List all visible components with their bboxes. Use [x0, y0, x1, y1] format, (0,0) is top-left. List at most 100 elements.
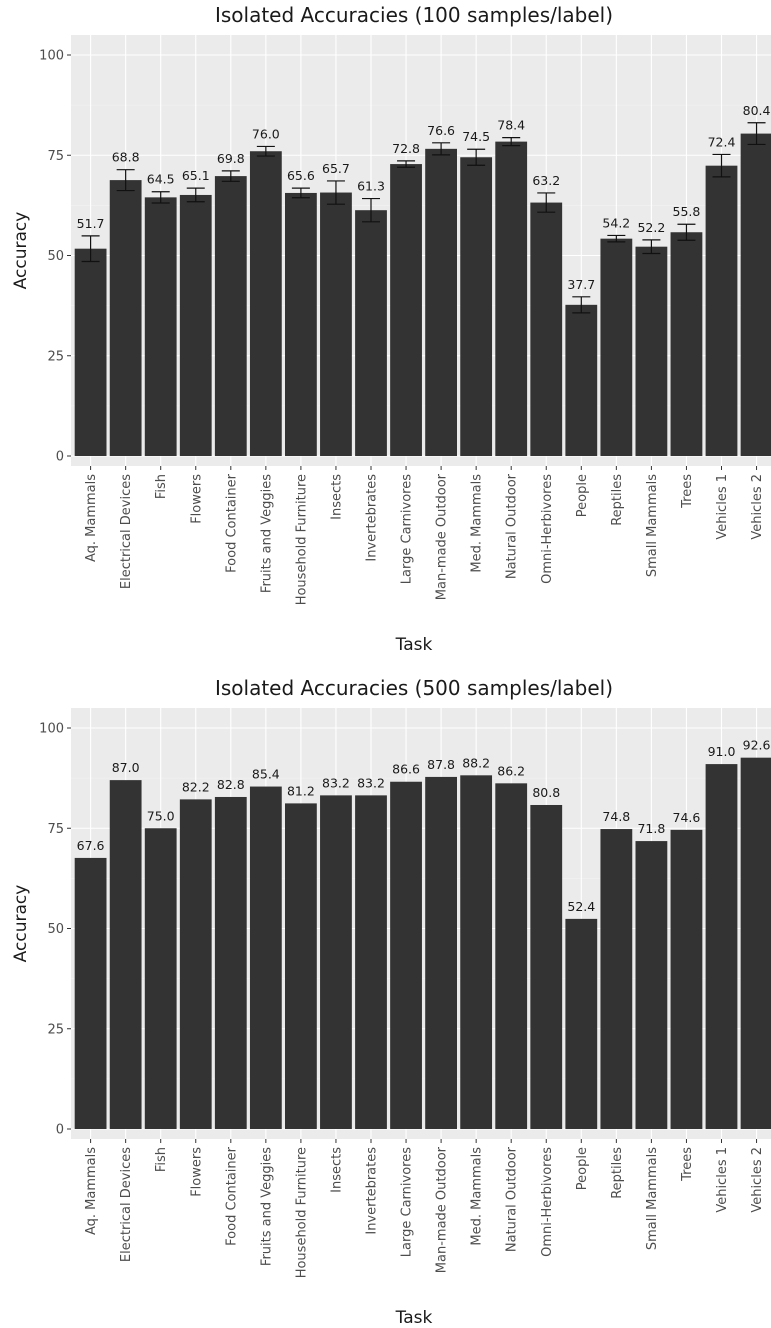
x-tick-label: Man-made Outdoor [435, 473, 450, 600]
data-label: 75.0 [147, 808, 175, 823]
data-label: 83.2 [322, 775, 350, 790]
data-label: 80.4 [743, 103, 771, 118]
bar [635, 841, 668, 1129]
bar [74, 857, 107, 1129]
data-label: 72.8 [392, 141, 420, 156]
x-tick-label: Reptiles [610, 1147, 625, 1199]
data-label: 76.0 [252, 126, 280, 141]
x-tick-label: Flowers [189, 474, 204, 524]
bar [320, 795, 352, 1129]
x-tick-label: Vehicles 1 [715, 1147, 730, 1213]
bar [530, 804, 563, 1129]
bar [179, 799, 212, 1129]
y-tick-label: 0 [56, 450, 64, 465]
bar [285, 803, 317, 1129]
x-tick-label: Fish [154, 474, 169, 499]
bar [390, 781, 422, 1129]
x-tick-label: Small Mammals [645, 1147, 660, 1250]
bar [600, 829, 633, 1129]
chart-2: 0 25 50 75 100 67.6 87.0 75.0 82.2 82.8 85.4 81.2 83… [11, 676, 771, 1328]
bar [425, 148, 457, 457]
x-tick-label: Med. Mammals [470, 474, 485, 573]
data-label: 55.8 [673, 204, 701, 219]
x-tick-label: Trees [680, 1147, 695, 1182]
data-label: 86.6 [392, 762, 420, 777]
bar [670, 829, 703, 1129]
bar [144, 197, 177, 457]
x-tick-label: Aq. Mammals [84, 474, 99, 562]
x-tick-label: Trees [680, 474, 695, 509]
data-label: 65.7 [322, 161, 350, 176]
x-tick-label: People [575, 474, 590, 517]
x-axis-title: Task [395, 635, 433, 655]
x-tick-label: Invertebrates [365, 1147, 380, 1235]
chart-1: 0 25 50 75 100 51.7 68.8 64.5 65.1 69.8 76.0 65.6 65… [11, 3, 771, 655]
data-label: 87.8 [427, 757, 455, 772]
x-tick-label: Med. Mammals [470, 1147, 485, 1246]
x-tick-label: Fish [154, 1147, 169, 1172]
y-tick-label: 50 [47, 922, 64, 937]
x-tick-label: Vehicles 2 [750, 474, 765, 540]
x-tick-label: Flowers [189, 1147, 204, 1197]
x-tick-label: Vehicles 2 [750, 1147, 765, 1213]
y-tick-label: 25 [47, 349, 64, 364]
data-label: 83.2 [357, 775, 385, 790]
bar [355, 795, 387, 1129]
bar [670, 232, 703, 456]
bar [495, 783, 528, 1129]
data-label: 72.4 [708, 134, 736, 149]
bar [565, 304, 598, 456]
data-label: 74.6 [673, 810, 701, 825]
bar [144, 828, 177, 1129]
data-label: 68.8 [112, 150, 140, 165]
data-label: 81.2 [287, 783, 315, 798]
x-tick-label: Aq. Mammals [84, 1147, 99, 1235]
y-tick-label: 100 [39, 49, 64, 64]
x-tick-label: Household Furniture [294, 474, 309, 605]
y-axis-title: Accuracy [11, 212, 31, 290]
data-label: 87.0 [112, 760, 140, 775]
x-tick-label: Large Carnivores [400, 474, 415, 584]
chart-title: Isolated Accuracies (500 samples/label) [215, 676, 613, 700]
y-tick-label: 50 [47, 249, 64, 264]
bar [74, 248, 107, 456]
data-label: 91.0 [708, 744, 736, 759]
data-label: 82.8 [217, 777, 245, 792]
bar [320, 192, 352, 456]
data-label: 80.8 [532, 785, 560, 800]
data-label: 85.4 [252, 767, 280, 782]
x-tick-label: Electrical Devices [119, 1147, 134, 1262]
y-tick-label: 0 [56, 1123, 64, 1138]
y-tick-label: 75 [47, 149, 64, 164]
x-tick-label: Omni-Herbivores [540, 1147, 555, 1257]
data-label: 63.2 [532, 173, 560, 188]
x-tick-label: Large Carnivores [400, 1147, 415, 1257]
y-tick-label: 25 [47, 1022, 64, 1037]
bar [109, 780, 142, 1129]
data-label: 51.7 [77, 216, 105, 231]
x-tick-label: Vehicles 1 [715, 474, 730, 540]
bar [249, 786, 282, 1129]
x-tick-label: People [575, 1147, 590, 1190]
bar [214, 796, 247, 1129]
bar [425, 776, 457, 1129]
y-axis-title: Accuracy [11, 885, 31, 963]
bar [249, 151, 282, 457]
x-tick-label: Fruits and Veggies [259, 474, 274, 593]
chart-title: Isolated Accuracies (100 samples/label) [215, 3, 613, 27]
data-label: 54.2 [602, 215, 630, 230]
data-label: 71.8 [637, 821, 665, 836]
data-label: 82.2 [182, 779, 210, 794]
data-label: 92.6 [743, 738, 771, 753]
bar [740, 757, 771, 1129]
bar [355, 210, 387, 456]
data-label: 74.5 [462, 129, 490, 144]
bar [285, 192, 317, 456]
x-tick-label: Insects [329, 474, 344, 520]
x-tick-label: Natural Outdoor [505, 1146, 520, 1252]
x-tick-label: Household Furniture [294, 1147, 309, 1278]
bar [740, 133, 771, 456]
bar [390, 164, 422, 456]
y-tick-label: 100 [39, 722, 64, 737]
